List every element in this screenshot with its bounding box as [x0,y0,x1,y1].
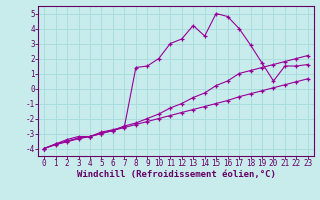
X-axis label: Windchill (Refroidissement éolien,°C): Windchill (Refroidissement éolien,°C) [76,170,276,179]
